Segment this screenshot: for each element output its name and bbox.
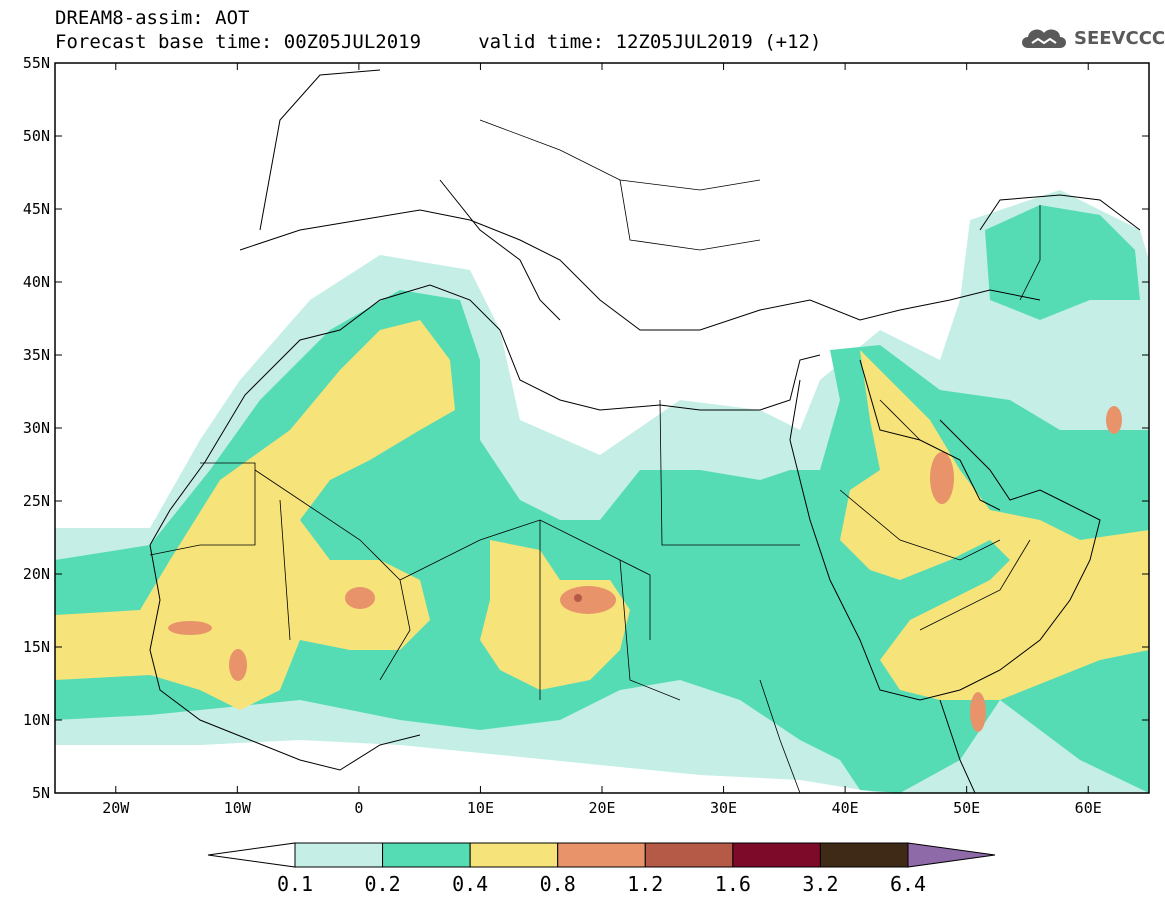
lon-label: 60E xyxy=(1075,799,1102,817)
colorbar-label: 1.2 xyxy=(627,872,663,896)
colorbar-box xyxy=(819,842,909,868)
lon-label: 10E xyxy=(467,799,494,817)
colorbar-high-arrow xyxy=(907,842,996,868)
colorbar: 0.1 0.2 0.4 0.8 1.2 1.6 3.2 6.4 xyxy=(207,842,996,896)
aot-band-0.8-somalia xyxy=(970,692,986,732)
country-borders xyxy=(149,119,1041,793)
lat-label: 5N xyxy=(32,784,50,802)
lat-label: 30N xyxy=(23,419,50,437)
colorbar-box xyxy=(644,842,734,868)
aot-band-0.8-iran xyxy=(1106,406,1122,434)
lat-label: 35N xyxy=(23,346,50,364)
colorbar-box xyxy=(294,842,384,868)
seevccc-logo: SEEVCCC xyxy=(1018,22,1165,54)
lat-label: 10N xyxy=(23,711,50,729)
aot-band-0.2-caspian xyxy=(985,205,1140,320)
coastlines xyxy=(149,69,1141,793)
lon-label: 40E xyxy=(832,799,859,817)
lat-label: 45N xyxy=(23,200,50,218)
aot-band-0.8-gulf xyxy=(930,452,954,504)
longitude-axis: 20W 10W 0 10E 20E 30E 40E 50E 60E xyxy=(102,63,1102,817)
colorbar-label: 0.1 xyxy=(277,872,313,896)
lat-label: 50N xyxy=(23,127,50,145)
aot-band-1.2-peak xyxy=(574,594,582,602)
lat-label: 20N xyxy=(23,565,50,583)
aot-band-0.8-mali xyxy=(229,649,247,681)
lon-label: 0 xyxy=(354,799,363,817)
colorbar-label: 1.6 xyxy=(715,872,751,896)
colorbar-label: 3.2 xyxy=(802,872,838,896)
colorbar-box xyxy=(557,842,646,868)
logo-text: SEEVCCC xyxy=(1074,27,1165,49)
colorbar-box xyxy=(382,842,471,868)
aot-band-0.4-central xyxy=(480,540,630,690)
map-title: DREAM8-assim: AOT xyxy=(55,7,250,29)
lon-label: 50E xyxy=(953,799,980,817)
lon-label: 30E xyxy=(710,799,737,817)
lat-label: 55N xyxy=(23,54,50,72)
aot-band-0.8-niger xyxy=(345,587,375,609)
colorbar-label: 0.8 xyxy=(540,872,576,896)
lat-label: 25N xyxy=(23,492,50,510)
lon-label: 10W xyxy=(224,799,252,817)
cloud-icon xyxy=(1022,29,1066,48)
lat-label: 15N xyxy=(23,638,50,656)
colorbar-label: 0.2 xyxy=(365,872,401,896)
colorbar-box xyxy=(732,842,821,868)
aot-band-0.8-senegal xyxy=(168,621,212,635)
lat-label: 40N xyxy=(23,273,50,291)
lon-label: 20W xyxy=(102,799,130,817)
colorbar-low-arrow xyxy=(207,842,296,868)
latitude-axis: 55N 50N 45N 40N 35N 30N 25N 20N 15N 10N 5N xyxy=(23,54,1149,802)
aot-band-0.8-sahara xyxy=(560,586,616,614)
forecast-time-line: Forecast base time: 00Z05JUL2019 valid t… xyxy=(55,31,822,53)
colorbar-label: 0.4 xyxy=(452,872,488,896)
aot-field xyxy=(55,63,1149,793)
colorbar-box xyxy=(469,842,559,868)
colorbar-label: 6.4 xyxy=(890,872,926,896)
lon-label: 20E xyxy=(588,799,615,817)
